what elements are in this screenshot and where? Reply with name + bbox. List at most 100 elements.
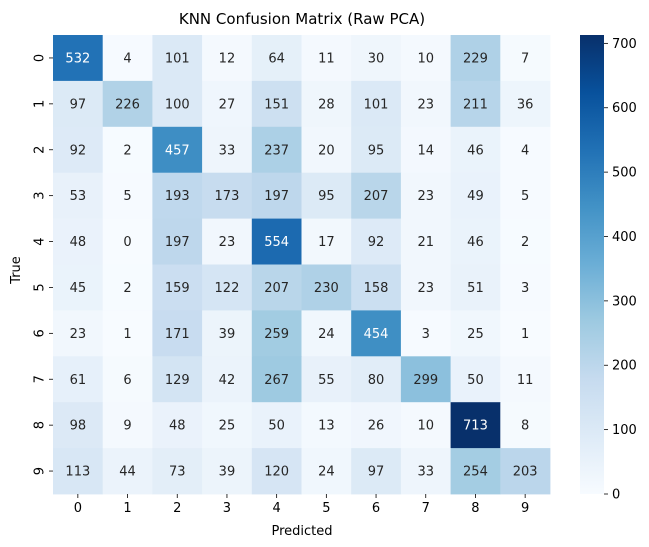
cell-value-label: 46	[467, 143, 484, 158]
colorbar-tick-label: 300	[612, 294, 637, 309]
cell-value-label: 5	[123, 189, 131, 204]
heatmap-cell	[351, 126, 402, 174]
heatmap-cell	[53, 126, 104, 174]
y-tick-label: 3	[33, 192, 48, 200]
heatmap-cell	[202, 80, 253, 128]
cell-value-label: 101	[364, 97, 389, 112]
heatmap-cell	[102, 80, 153, 128]
cell-value-label: 13	[318, 419, 335, 434]
heatmap-cell	[202, 356, 253, 403]
heatmap-cell	[450, 218, 501, 265]
heatmap-cell	[251, 402, 302, 449]
heatmap-cell	[53, 448, 104, 495]
heatmap-cell	[53, 35, 104, 82]
heatmap-cell	[251, 80, 302, 128]
heatmap-cell	[202, 172, 253, 219]
cell-value-label: 151	[264, 97, 289, 112]
heatmap-cell	[400, 402, 451, 449]
cell-value-label: 5	[521, 189, 529, 204]
cell-value-label: 48	[70, 235, 87, 250]
heatmap-cell	[251, 126, 302, 174]
cell-value-label: 171	[165, 327, 190, 342]
cell-value-label: 207	[364, 189, 389, 204]
cell-value-label: 193	[165, 189, 190, 204]
cell-value-label: 554	[264, 235, 289, 250]
heatmap-cell	[500, 35, 551, 82]
cell-value-label: 23	[219, 235, 236, 250]
x-tick-label: 5	[322, 501, 330, 516]
heatmap-cell	[301, 126, 352, 174]
chart-title: KNN Confusion Matrix (Raw PCA)	[179, 10, 425, 28]
heatmap-cell	[102, 402, 153, 449]
heatmap-cell	[351, 35, 402, 82]
heatmap-cell	[450, 356, 501, 403]
x-axis-ticks: 0 1 2 3 4 5 6 7 8 9	[74, 494, 529, 516]
heatmap-cell	[102, 218, 153, 265]
heatmap-cell	[500, 448, 551, 495]
heatmap-cell	[450, 80, 501, 128]
cell-value-label: 97	[368, 465, 385, 480]
cell-value-label: 53	[70, 189, 87, 204]
cell-value-label: 122	[215, 281, 240, 296]
heatmap-cell	[102, 448, 153, 495]
cell-value-label: 3	[521, 281, 529, 296]
cell-value-label: 14	[417, 143, 434, 158]
cell-value-label: 55	[318, 373, 335, 388]
cell-value-label: 159	[165, 281, 190, 296]
cell-value-label: 101	[165, 51, 190, 66]
cell-value-label: 2	[521, 235, 529, 250]
heatmap-cell	[301, 356, 352, 403]
cell-value-label: 211	[463, 97, 488, 112]
cell-value-label: 24	[318, 327, 335, 342]
heatmap-cell	[152, 356, 203, 403]
y-tick-label: 8	[33, 421, 48, 429]
x-tick-label: 6	[372, 501, 380, 516]
y-tick-label: 1	[33, 100, 48, 108]
cell-value-label: 100	[165, 97, 190, 112]
cell-value-label: 203	[513, 465, 538, 480]
cell-value-label: 7	[521, 51, 529, 66]
heatmap-cell	[251, 218, 302, 265]
cell-value-label: 267	[264, 373, 289, 388]
y-tick-label: 5	[33, 283, 48, 291]
x-tick-label: 3	[223, 501, 231, 516]
heatmap-cell	[53, 310, 104, 357]
y-tick-label: 4	[33, 237, 48, 245]
cell-value-label: 4	[123, 51, 131, 66]
heatmap-cell	[351, 264, 402, 311]
cell-value-label: 454	[364, 327, 389, 342]
colorbar-tick-label: 0	[612, 488, 620, 503]
heatmap-cell	[251, 310, 302, 357]
cell-value-label: 1	[521, 327, 529, 342]
cell-value-label: 46	[467, 235, 484, 250]
colorbar-tick-label: 500	[612, 166, 637, 181]
heatmap-cell	[251, 264, 302, 311]
cell-value-label: 80	[368, 373, 385, 388]
cell-value-label: 713	[463, 419, 488, 434]
cell-value-label: 254	[463, 465, 488, 480]
x-axis-label: Predicted	[271, 524, 332, 539]
y-tick-label: 2	[33, 146, 48, 154]
cell-value-label: 98	[70, 419, 87, 434]
cell-value-label: 23	[417, 97, 434, 112]
cell-value-label: 457	[165, 143, 190, 158]
heatmap-cell	[450, 264, 501, 311]
cell-value-label: 2	[123, 143, 131, 158]
heatmap-cell	[53, 172, 104, 219]
heatmap-cell	[301, 402, 352, 449]
heatmap-cell	[301, 264, 352, 311]
cell-value-label: 10	[417, 51, 434, 66]
heatmap-cell	[53, 264, 104, 311]
heatmap-cell	[500, 356, 551, 403]
heatmap-cell	[102, 126, 153, 174]
cell-value-label: 6	[123, 373, 131, 388]
cell-value-label: 49	[467, 189, 484, 204]
x-tick-label: 4	[273, 501, 281, 516]
cell-value-label: 17	[318, 235, 335, 250]
cell-value-label: 39	[219, 465, 236, 480]
cell-value-label: 259	[264, 327, 289, 342]
heatmap-cell	[202, 264, 253, 311]
heatmap-cell	[351, 80, 402, 128]
cell-value-label: 532	[65, 51, 90, 66]
x-tick-label: 7	[422, 501, 430, 516]
